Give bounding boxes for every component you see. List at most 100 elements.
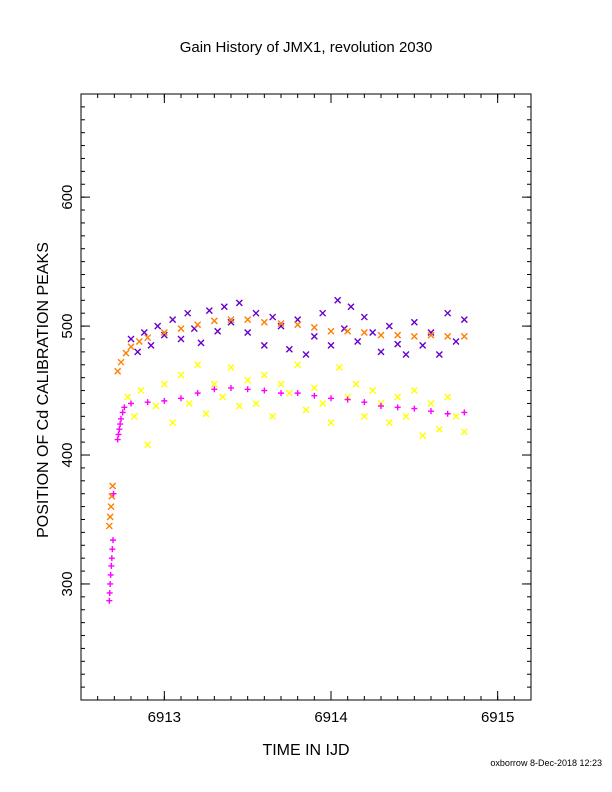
- data-point: [427, 329, 435, 337]
- data-point: [105, 522, 113, 530]
- data-point: [108, 555, 115, 562]
- data-point: [352, 380, 360, 388]
- data-point: [294, 321, 302, 329]
- data-point: [427, 331, 435, 339]
- data-point: [294, 316, 302, 324]
- data-point: [310, 384, 318, 392]
- data-point: [278, 390, 284, 397]
- data-point: [360, 329, 368, 337]
- data-point: [410, 387, 418, 395]
- data-point: [227, 318, 235, 326]
- data-point: [106, 589, 113, 596]
- data-point: [460, 332, 468, 340]
- data-point: [160, 331, 168, 339]
- data-point: [378, 403, 384, 410]
- data-point: [311, 392, 318, 399]
- data-point: [394, 340, 402, 348]
- chart-title: Gain History of JMX1, revolution 2030: [180, 39, 433, 56]
- x-tick-label: 6914: [314, 709, 347, 726]
- data-point: [402, 412, 410, 420]
- data-point: [410, 332, 418, 340]
- data-point: [377, 331, 385, 339]
- data-point: [310, 332, 318, 340]
- x-tick-label: 6915: [481, 709, 514, 726]
- data-point: [115, 431, 122, 438]
- data-point: [269, 412, 277, 420]
- data-point: [460, 428, 468, 436]
- data-point: [118, 415, 124, 422]
- data-point: [178, 395, 184, 402]
- data-point: [160, 380, 168, 388]
- data-point: [228, 384, 234, 391]
- data-point: [244, 316, 252, 324]
- data-point: [310, 323, 318, 331]
- data-point: [114, 436, 121, 443]
- data-point: [205, 307, 213, 315]
- data-point: [194, 321, 202, 329]
- data-point: [428, 408, 434, 415]
- data-point: [252, 309, 260, 317]
- data-point: [411, 405, 418, 412]
- data-point: [302, 350, 310, 358]
- data-point: [285, 389, 293, 397]
- data-point: [144, 441, 152, 449]
- axis-tick-labels: 6913 6914 6915 300 400 500 600: [59, 185, 514, 726]
- data-points: [105, 296, 468, 604]
- data-point: [244, 386, 251, 393]
- data-point: [210, 380, 218, 388]
- data-point: [244, 329, 252, 337]
- data-point: [235, 402, 243, 410]
- data-point: [327, 327, 335, 335]
- data-point: [369, 387, 377, 395]
- data-point: [137, 387, 145, 395]
- data-point: [277, 320, 285, 328]
- data-point: [110, 537, 116, 544]
- data-point: [177, 335, 185, 343]
- data-point: [202, 410, 210, 418]
- data-point: [128, 400, 134, 407]
- data-point: [444, 309, 452, 317]
- data-point: [302, 406, 310, 414]
- data-point: [385, 419, 393, 427]
- data-point: [109, 482, 117, 490]
- data-point: [435, 425, 443, 433]
- data-point: [122, 349, 130, 357]
- data-point: [377, 348, 385, 356]
- data-point: [127, 343, 135, 351]
- data-point: [277, 322, 285, 330]
- data-point: [344, 396, 351, 403]
- data-point: [197, 339, 205, 347]
- y-tick-label: 500: [59, 314, 76, 339]
- data-point: [427, 399, 435, 407]
- data-point: [127, 335, 135, 343]
- series-group: [105, 316, 468, 530]
- data-point: [211, 386, 218, 393]
- data-point: [160, 329, 168, 337]
- series-group: [106, 384, 468, 604]
- data-point: [169, 316, 177, 324]
- data-point: [335, 363, 343, 371]
- series-group: [127, 296, 468, 358]
- data-point: [108, 562, 115, 569]
- data-point: [135, 338, 143, 346]
- data-point: [220, 303, 228, 311]
- data-point: [252, 399, 260, 407]
- data-point: [319, 399, 327, 407]
- data-point: [124, 393, 132, 401]
- data-point: [107, 571, 114, 578]
- data-point: [227, 316, 235, 324]
- data-point: [327, 419, 335, 427]
- y-axis-label: POSITION OF Cd CALIBRATION PEAKS: [35, 242, 52, 538]
- data-point: [194, 390, 201, 397]
- data-point: [106, 597, 113, 604]
- data-point: [185, 399, 193, 407]
- data-point: [119, 409, 126, 416]
- data-point: [130, 412, 138, 420]
- data-point: [260, 341, 268, 349]
- x-axis-label: TIME IN IJD: [262, 742, 349, 759]
- data-point: [319, 309, 327, 317]
- data-point: [444, 410, 451, 417]
- y-tick-label: 300: [59, 571, 76, 596]
- data-point: [452, 412, 460, 420]
- data-point: [154, 322, 162, 330]
